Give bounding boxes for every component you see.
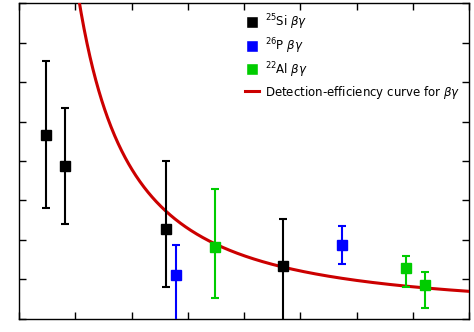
Legend: $^{25}$Si $\beta\gamma$, $^{26}$P $\beta\gamma$, $^{22}$Al $\beta\gamma$, Detect: $^{25}$Si $\beta\gamma$, $^{26}$P $\beta… [241, 9, 464, 105]
